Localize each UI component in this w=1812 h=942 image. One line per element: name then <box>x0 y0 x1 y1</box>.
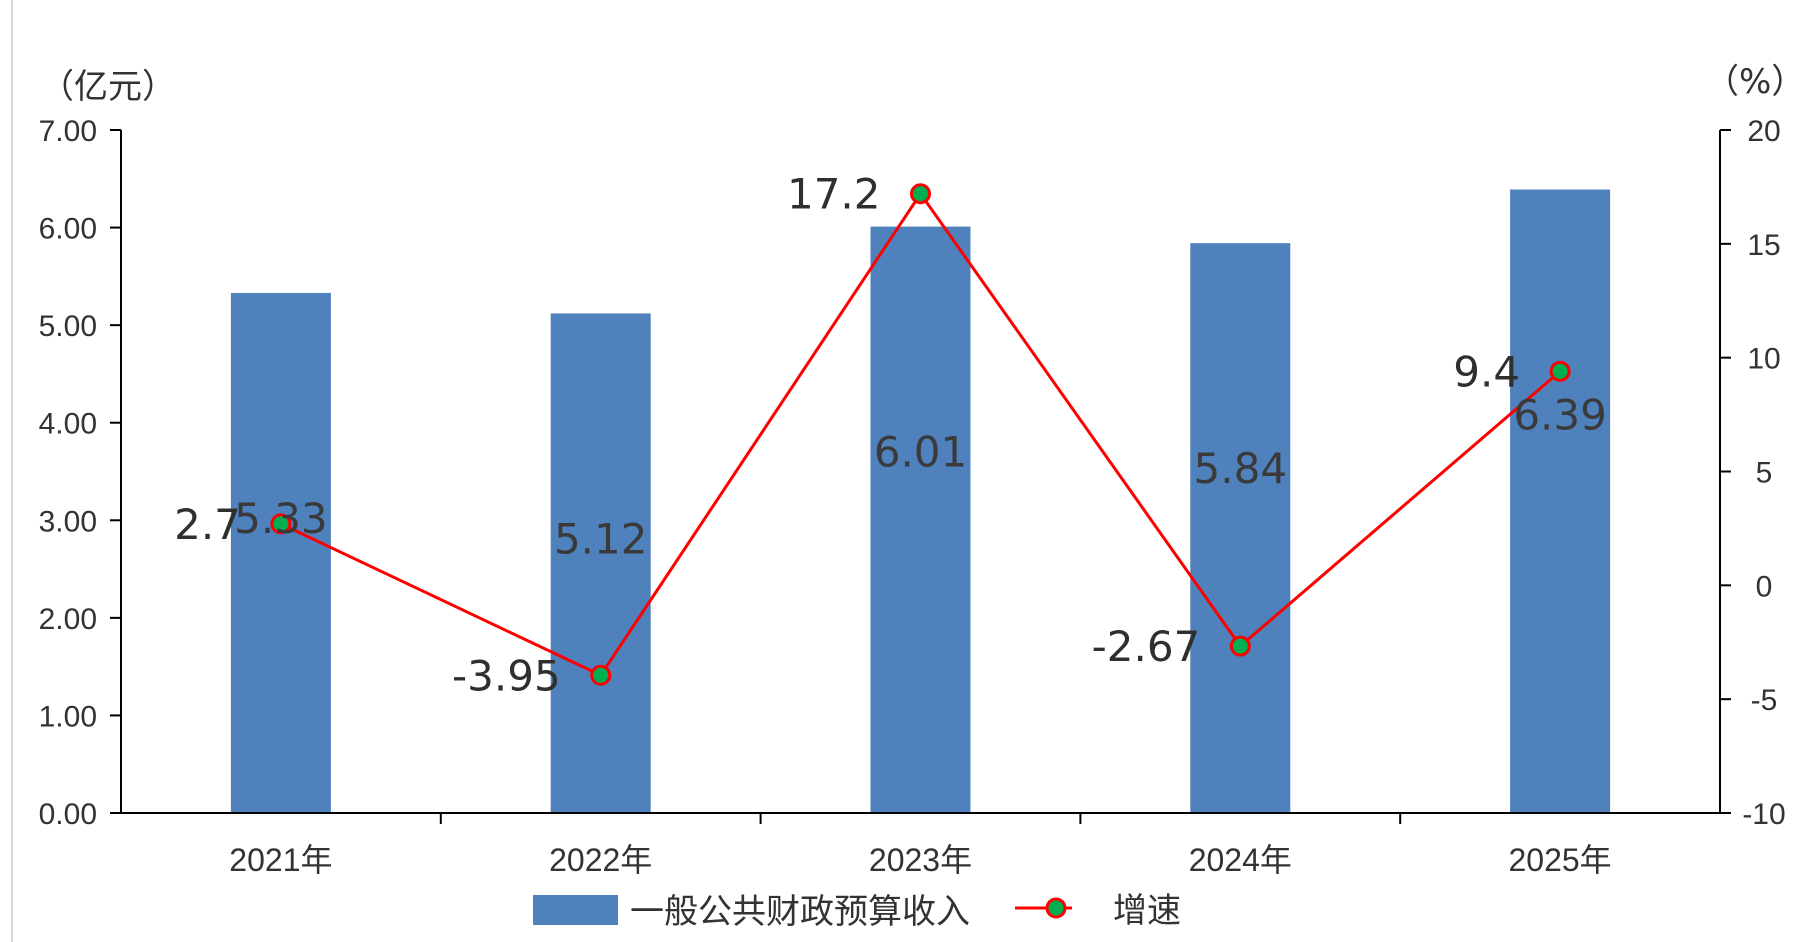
bar-value-label: 6.01 <box>874 428 968 477</box>
right-axis-tick-label: 20 <box>1747 115 1780 148</box>
x-axis-tick-label: 2024年 <box>1189 842 1292 878</box>
legend-bar-label: 一般公共财政预算收入 <box>630 892 970 932</box>
axes-group: 0.00 1.00 2.00 3.00 4.00 5.00 6.00 7.00 -10 -5 0 5 1… <box>39 115 1786 878</box>
left-axis-tick-label: 1.00 <box>39 700 97 733</box>
left-axis-tick-label: 0.00 <box>39 798 97 831</box>
left-axis-tick-label: 2.00 <box>39 603 97 636</box>
bar-value-label: 5.84 <box>1194 444 1288 493</box>
image-left-border <box>11 0 13 942</box>
left-axis-tick-label: 7.00 <box>39 115 97 148</box>
x-axis-tick-label: 2022年 <box>549 842 652 878</box>
bar-value-label: 6.39 <box>1513 391 1607 440</box>
right-axis-unit: （%） <box>1705 62 1805 102</box>
x-axis-tick-label: 2021年 <box>229 842 332 878</box>
bar-4 <box>1510 189 1611 814</box>
right-axis-tick-label: 10 <box>1747 343 1780 376</box>
x-axis-tick-label: 2023年 <box>869 842 972 878</box>
x-axis-tick-label: 2025年 <box>1508 842 1611 878</box>
legend: 一般公共财政预算收入 增速 <box>533 891 1181 932</box>
right-axis-tick-label: -10 <box>1742 798 1785 831</box>
line-point-3 <box>1229 635 1251 657</box>
bar-value-label: 5.12 <box>554 514 648 563</box>
left-axis-tick-label: 4.00 <box>39 408 97 441</box>
left-axis-unit: （亿元） <box>40 67 176 107</box>
left-axis-tick-label: 5.00 <box>39 310 97 343</box>
bar-0 <box>230 292 331 813</box>
line-value-label: -2.67 <box>1092 622 1201 671</box>
left-axis-tick-label: 6.00 <box>39 213 97 246</box>
right-axis-tick-label: -5 <box>1751 684 1778 717</box>
right-axis-tick-label: 0 <box>1756 570 1773 603</box>
line-group <box>270 183 1571 686</box>
right-axis-tick-label: 15 <box>1747 229 1780 262</box>
line-point-1 <box>590 664 612 686</box>
bar-1 <box>550 313 651 813</box>
legend-bar-swatch <box>533 895 618 925</box>
line-point-4 <box>1549 360 1571 382</box>
line-value-label: -3.95 <box>452 651 561 700</box>
bars-group <box>230 189 1611 814</box>
legend-line-marker <box>1045 897 1067 919</box>
right-axis-tick-label: 5 <box>1756 457 1773 490</box>
line-value-label: 17.2 <box>787 170 881 219</box>
line-value-label: 9.4 <box>1453 347 1520 396</box>
legend-line-label: 增速 <box>1113 891 1181 931</box>
line-value-label: 2.7 <box>174 500 241 549</box>
left-axis-tick-label: 3.00 <box>39 505 97 538</box>
bar-value-label: 5.33 <box>234 494 328 543</box>
line-point-2 <box>910 183 931 205</box>
labels-group: 5.33 5.12 6.01 5.84 6.39 2.7 -3.95 17.2 -2.67 9.4 <box>174 170 1607 701</box>
bar-3 <box>1190 243 1291 813</box>
line-point-0 <box>270 513 292 535</box>
bar-2 <box>870 226 971 814</box>
